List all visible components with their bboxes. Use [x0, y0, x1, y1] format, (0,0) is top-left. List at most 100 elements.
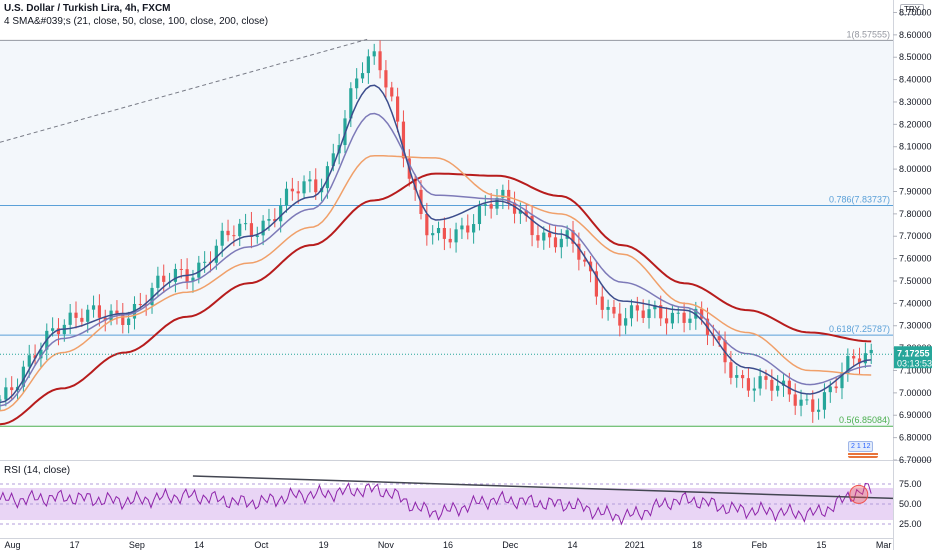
price-badge-countdown: 03:13:53: [897, 358, 932, 368]
x-tick-label: 14: [568, 540, 578, 550]
sma-21-line: [0, 84, 872, 404]
candle-body: [664, 318, 669, 324]
candle-body: [21, 366, 25, 387]
candle-body: [618, 313, 622, 326]
price-badge-value: 7.17255: [897, 348, 930, 358]
candle-body: [331, 153, 335, 167]
candle-body: [191, 277, 195, 282]
candle-body: [758, 376, 762, 389]
candle-body: [606, 306, 610, 310]
rsi-trendline: [192, 475, 894, 500]
x-tick-label: 14: [194, 540, 204, 550]
chart-title: U.S. Dollar / Turkish Lira, 4h, FXCM: [4, 3, 171, 14]
candle-body: [559, 238, 563, 248]
candle-body: [91, 305, 96, 310]
rsi-tick-label: 50.00: [899, 499, 922, 509]
sma-200-line: [0, 172, 872, 426]
candle-body: [857, 358, 862, 364]
candle-body: [717, 336, 721, 341]
candle-body: [384, 70, 388, 88]
x-tick-label: Dec: [502, 540, 519, 550]
candle-body: [577, 243, 581, 260]
candle-body: [507, 189, 511, 203]
candle-body: [647, 309, 651, 318]
candle-body: [214, 245, 218, 263]
y-tick-label: 8.50000: [899, 52, 932, 62]
candle-body: [600, 296, 604, 310]
x-tick-label: Mar: [876, 540, 892, 550]
y-tick-label: 7.70000: [899, 231, 932, 241]
candle-body: [811, 399, 815, 412]
candle-body: [846, 356, 850, 374]
y-tick-label: 7.60000: [899, 254, 932, 264]
y-tick-label: 8.20000: [899, 119, 932, 129]
candle-body: [624, 318, 628, 326]
rsi-tick-label: 75.00: [899, 479, 922, 489]
candle-body: [565, 230, 569, 239]
candle-body: [805, 399, 809, 401]
candle-body: [659, 305, 663, 319]
x-tick-label: Sep: [129, 540, 145, 550]
candle-body: [828, 386, 832, 393]
candle-body: [396, 96, 400, 122]
candle-body: [296, 191, 300, 194]
candle-body: [255, 235, 259, 237]
candle-body: [752, 388, 756, 391]
candle-body: [477, 205, 482, 225]
x-tick-label: Nov: [378, 540, 395, 550]
candle-body: [735, 375, 739, 378]
candle-body: [553, 237, 558, 248]
candle-body: [80, 317, 84, 322]
candle-body: [700, 308, 704, 319]
candle-body: [314, 179, 318, 193]
candle-body: [869, 349, 873, 354]
candle-body: [682, 312, 686, 323]
y-tick-label: 8.10000: [899, 142, 932, 152]
event-badge[interactable]: 2 1 12: [848, 441, 874, 452]
sma-100-line: [0, 154, 872, 412]
y-tick-label: 7.50000: [899, 276, 932, 286]
y-tick-label: 6.90000: [899, 410, 932, 420]
candle-body: [670, 312, 675, 324]
candle-body: [97, 305, 102, 318]
candle-body: [764, 376, 768, 380]
currency-badge[interactable]: TRY: [900, 4, 924, 15]
candle-body: [816, 409, 821, 412]
candle-body: [495, 197, 499, 209]
candle-body: [273, 219, 277, 222]
candle-body: [302, 181, 306, 194]
candle-body: [39, 349, 43, 359]
x-tick-label: Feb: [751, 540, 767, 550]
x-tick-label: 17: [70, 540, 80, 550]
candle-body: [781, 380, 786, 386]
candle-body: [442, 227, 446, 239]
candle-body: [220, 230, 224, 246]
y-tick-label: 7.10000: [899, 365, 932, 375]
candle-body: [150, 287, 154, 306]
candle-body: [308, 179, 312, 182]
candle-body: [349, 88, 353, 119]
candle-body: [179, 268, 183, 270]
x-tick-label: 2021: [625, 540, 645, 550]
x-tick-label: 18: [692, 540, 702, 550]
candle-body: [413, 178, 417, 190]
candle-body: [425, 213, 429, 236]
candle-body: [834, 386, 838, 389]
candle-body: [267, 219, 271, 221]
candle-body: [530, 215, 534, 236]
candle-body: [284, 188, 289, 206]
candle-body: [378, 51, 382, 71]
x-tick-label: 16: [443, 540, 453, 550]
candle-body: [138, 303, 142, 305]
candle-body: [542, 232, 546, 241]
candle-body: [448, 238, 452, 243]
candle-body: [635, 305, 639, 311]
candle-body: [612, 306, 616, 314]
candle-body: [863, 353, 867, 364]
panel-divider: [0, 460, 932, 461]
rsi-label: RSI (14, close): [4, 465, 71, 476]
candle-body: [173, 268, 178, 282]
candle-body: [653, 305, 657, 310]
